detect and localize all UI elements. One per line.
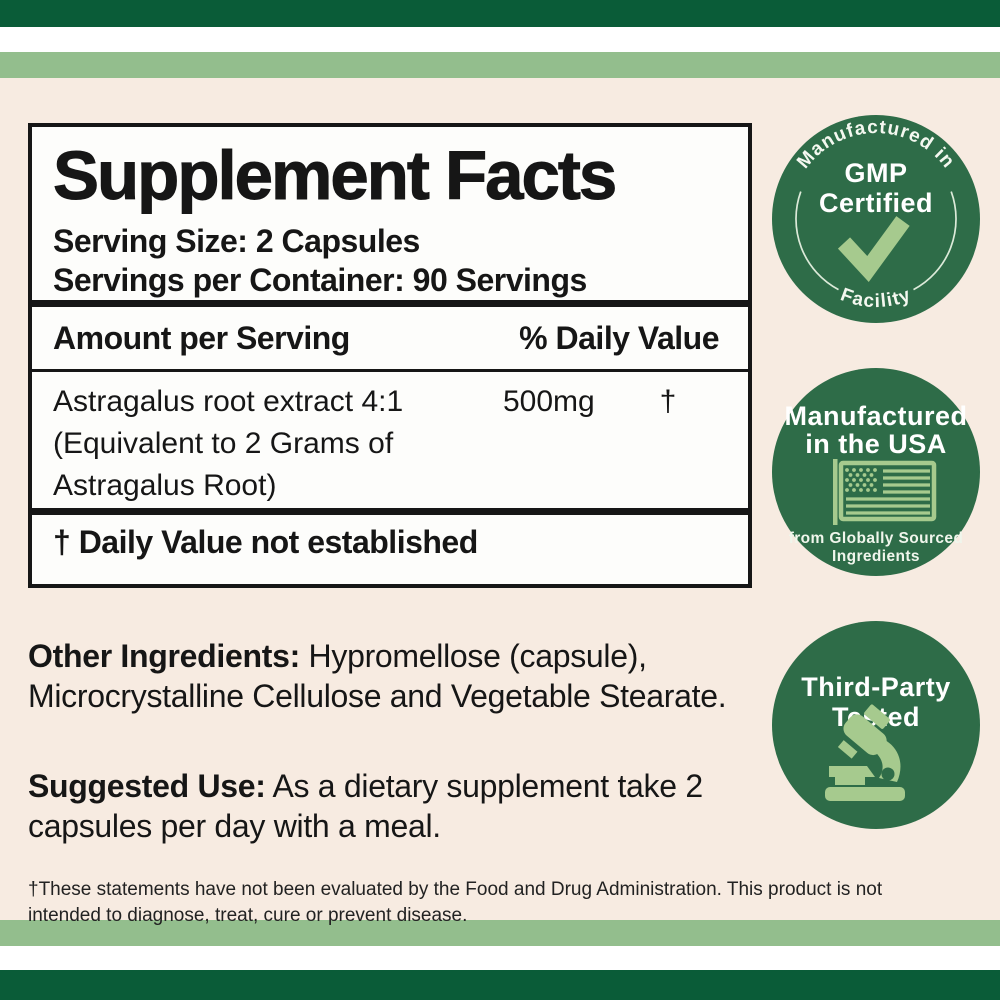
ingredient-dv-symbol: † [659,385,677,418]
other-ingredients-label: Other Ingredients: [28,638,300,674]
made-in-usa-badge: Manufactured in the USA [771,367,981,577]
ring-arc-right [913,191,957,291]
suggested-use-paragraph: Suggested Use: As a dietary supplement t… [28,766,720,846]
bottom-stripe-dark [0,970,1000,1000]
bottom-stripe-light [0,920,1000,946]
column-header-row: Amount per Serving % Daily Value [32,307,748,369]
other-ingredients-text: Hypromellose (capsule), Microcrystalline… [28,638,727,714]
microscope-icon [825,704,905,801]
flag-stripes [846,469,930,515]
ingredient-amount: 500mg [503,385,595,418]
column-amount-per-serving: Amount per Serving [53,319,350,356]
ingredient-name-line3: Astragalus Root) [53,469,277,502]
checkmark-icon [837,216,910,282]
ring-arc-left [795,191,839,291]
tested-badge-graphic: Third-Party Tested [772,621,980,829]
badge-circle [772,621,980,829]
top-stripe-dark [0,0,1000,27]
top-stripe-white [0,27,1000,52]
ingredient-name-line2: (Equivalent to 2 Grams of [53,427,394,460]
supplement-facts-panel: Supplement Facts Serving Size: 2 Capsule… [28,123,752,588]
gmp-line2: Certified [819,188,933,218]
usa-sub2: Ingredients [832,548,920,565]
usa-line1: Manufactured [784,401,967,431]
panel-title: Supplement Facts [53,137,618,214]
bottom-stripe-white [0,946,1000,970]
usa-flag-icon [833,459,937,525]
gmp-certified-badge: Manufactured in Facility GMP Certified [771,114,981,324]
divider-thick [32,300,748,307]
serving-size: Serving Size: 2 Capsules [53,223,420,259]
daily-value-footnote: † Daily Value not established [53,523,478,560]
ingredient-name: Astragalus root extract 4:1 (Equivalent … [53,381,518,507]
third-party-tested-badge: Third-Party Tested [771,620,981,830]
suggested-use-text: As a dietary supplement take 2 capsules … [28,768,703,844]
column-daily-value: % Daily Value [519,319,719,356]
other-ingredients-paragraph: Other Ingredients: Hypromellose (capsule… [28,636,752,716]
servings-per-container: Servings per Container: 90 Servings [53,262,587,298]
top-stripe-light [0,52,1000,78]
flag-stars [845,468,877,492]
ingredient-name-line1: Astragalus root extract 4:1 [53,385,404,418]
usa-sub1: from Globally Sourced [789,530,964,547]
suggested-use-label: Suggested Use: [28,768,266,804]
tested-line1: Third-Party [801,672,951,702]
badge-circle [772,115,980,323]
usa-line2: in the USA [805,429,947,459]
fda-disclaimer: †These statements have not been evaluate… [28,879,883,926]
ingredient-row: Astragalus root extract 4:1 (Equivalent … [32,372,748,508]
divider-thin [32,369,748,372]
badge-circle [772,368,980,576]
gmp-line1: GMP [844,158,907,188]
divider-thick [32,508,748,515]
panel-header-section: Supplement Facts Serving Size: 2 Capsule… [32,127,748,300]
gmp-badge-graphic: Manufactured in Facility GMP Certified [772,115,980,323]
usa-badge-graphic: Manufactured in the USA [772,368,980,576]
